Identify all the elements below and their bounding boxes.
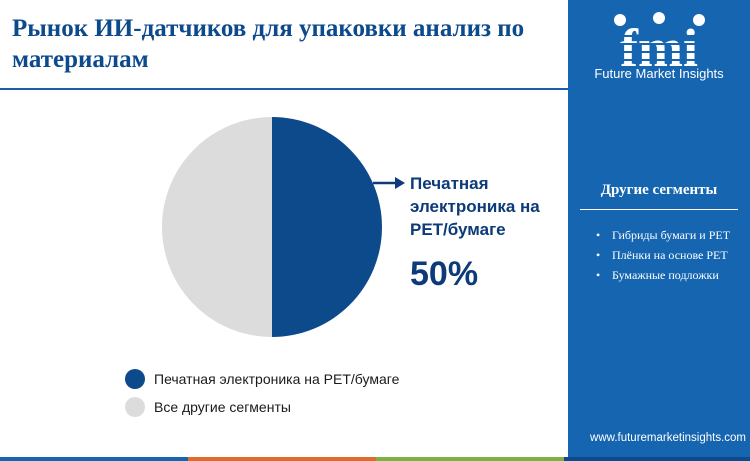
sidebar-item-label: Гибриды бумаги и PET: [612, 228, 731, 242]
title-divider: [0, 88, 568, 90]
callout-label: Печатная электроника на PET/бумаге: [410, 174, 540, 239]
fmi-logo: fmi: [590, 12, 728, 78]
callout-arrow-icon: [373, 177, 405, 189]
bullet-icon: •: [596, 248, 601, 262]
pie-slice-other: [162, 117, 272, 337]
bottom-color-bar-3: [376, 457, 564, 461]
bottom-color-bar-4: [564, 457, 750, 461]
bullet-icon: •: [596, 268, 601, 282]
bullet-icon: •: [596, 228, 601, 242]
pie-slice-primary: [272, 117, 382, 337]
website-link[interactable]: www.futuremarketinsights.com: [590, 432, 746, 444]
legend-swatch-other: [125, 397, 145, 417]
brand-name: Future Market Insights: [594, 66, 724, 81]
legend-label-primary: Печатная электроника на PET/бумаге: [154, 371, 400, 387]
sidebar-item: • Плёнки на основе PET: [596, 246, 742, 264]
legend-label-other: Все другие сегменты: [154, 399, 291, 415]
page-title: Рынок ИИ-датчиков для упаковки анализ по…: [12, 15, 525, 73]
callout-value: 50%: [410, 255, 479, 293]
sidebar-divider: [580, 209, 738, 210]
sidebar-item-label: Бумажные подложки: [612, 268, 719, 282]
sidebar-item: • Бумажные подложки: [596, 266, 742, 284]
sidebar-panel: fmi Future Market Insights Другие сегмен…: [568, 0, 750, 461]
legend-swatch-primary: [125, 369, 145, 389]
legend-item-other: Все другие сегменты: [125, 396, 399, 418]
sidebar-list: • Гибриды бумаги и PET • Плёнки на основе …: [596, 226, 742, 286]
legend-item-primary: Печатная электроника на PET/бумаге: [125, 368, 399, 390]
pie-chart: [162, 117, 382, 337]
bottom-color-bar-2: [188, 457, 376, 461]
bottom-color-bar-1: [0, 457, 188, 461]
sidebar-heading: Другие сегменты: [600, 182, 718, 198]
chart-legend: Печатная электроника на PET/бумаге Все д…: [125, 368, 399, 424]
sidebar-item-label: Плёнки на основе PET: [612, 248, 728, 262]
sidebar-item: • Гибриды бумаги и PET: [596, 226, 742, 244]
logo-text: fmi: [620, 18, 698, 78]
